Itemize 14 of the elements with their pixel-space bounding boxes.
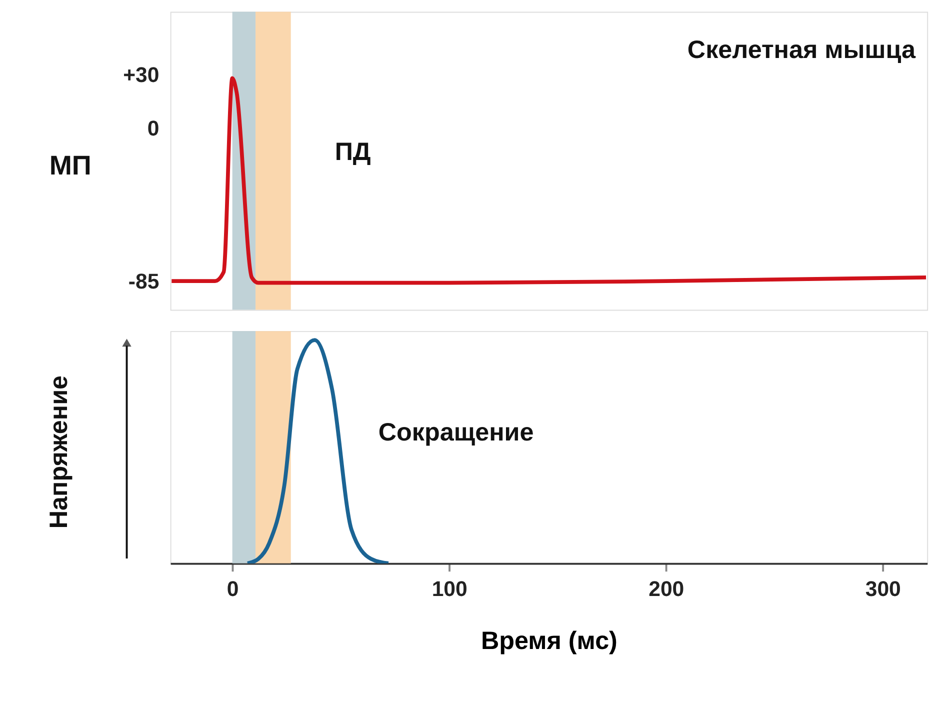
y-tick-label: 0 xyxy=(147,116,160,141)
x-axis-title: Время (мс) xyxy=(480,626,618,655)
x-tick-label: 0 xyxy=(226,576,239,601)
annotation: Скелетная мышца xyxy=(687,36,916,64)
y-axis-title: Напряжение xyxy=(44,375,73,529)
x-tick-label: 200 xyxy=(648,576,684,601)
y-tick-label: +30 xyxy=(123,62,160,87)
x-tick-label: 300 xyxy=(865,576,901,601)
x-tick-label: 100 xyxy=(432,576,468,601)
line-series xyxy=(170,76,928,285)
y-axis-title: МП xyxy=(49,149,92,180)
annotation: ПД xyxy=(334,138,371,166)
y-tick-label: -85 xyxy=(128,269,160,294)
annotation: Сокращение xyxy=(378,418,534,446)
